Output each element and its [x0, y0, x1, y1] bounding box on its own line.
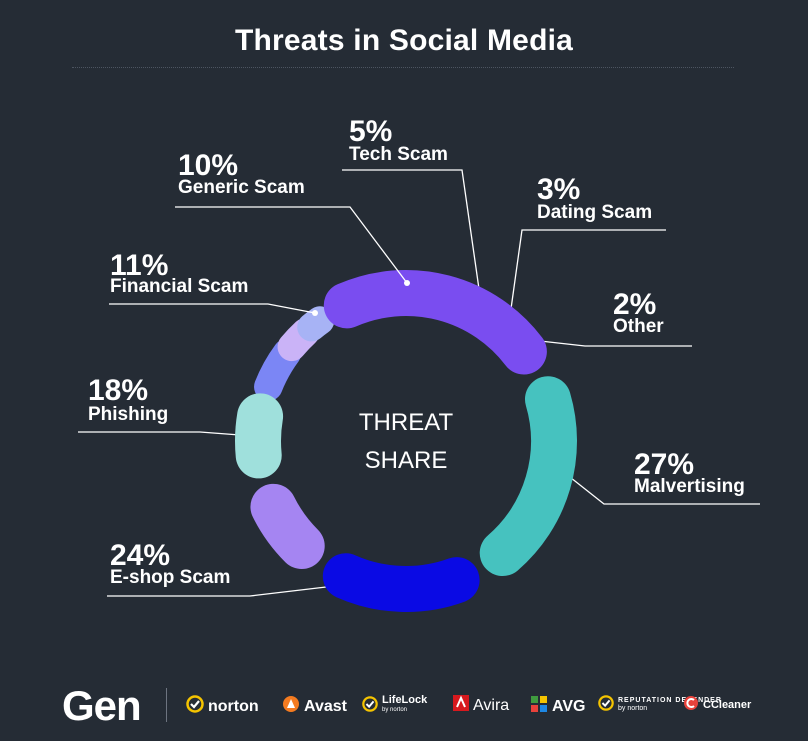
data-label-category: E-shop Scam — [110, 567, 230, 588]
reputation-check-icon — [598, 695, 614, 714]
leader-dot — [404, 280, 410, 286]
center-label-line-1: THREAT — [359, 409, 454, 436]
brand-name: norton — [208, 697, 259, 715]
brand-avast: Avast — [282, 695, 347, 718]
data-label-value: 10% — [178, 149, 238, 182]
leader-line — [175, 206, 408, 284]
slice-phishing — [322, 553, 480, 612]
gen-logo: Gen — [62, 682, 142, 729]
avast-icon — [282, 695, 300, 718]
brand-norton: norton — [186, 695, 259, 718]
brand-reputation-defender: REPUTATION DEFENDER by norton — [598, 695, 722, 714]
center-label-line-2: SHARE — [365, 447, 448, 474]
title-divider — [72, 67, 734, 68]
brand-name: Avira — [473, 696, 510, 714]
data-label-value: 11% — [110, 249, 168, 282]
ccleaner-icon — [683, 695, 699, 714]
data-label-value: 18% — [88, 374, 148, 407]
data-label-value: 24% — [110, 539, 170, 572]
brand-sub: by norton — [382, 707, 408, 713]
leader-line — [560, 469, 760, 505]
avira-icon — [453, 695, 469, 716]
slice-generic-scam — [235, 393, 284, 479]
lifelock-check-icon — [362, 695, 378, 715]
data-label-category: Malvertising — [634, 476, 745, 497]
footer-divider — [166, 688, 167, 722]
norton-check-icon — [186, 695, 204, 718]
avg-icon — [530, 695, 548, 718]
brand-name: AVG — [552, 697, 586, 715]
donut-chart: THREAT SHARE 5%Tech Scam 3%Dating Scam 2%O… — [78, 115, 760, 612]
data-label-value: 3% — [537, 173, 580, 206]
leader-dot — [312, 310, 318, 316]
data-label-category: Other — [613, 316, 664, 337]
data-label-category: Financial Scam — [110, 276, 248, 297]
slice-malvertising — [323, 270, 547, 375]
brand-ccleaner: CCleaner — [683, 695, 751, 714]
brand-lifelock: LifeLock by norton — [362, 695, 427, 715]
leader-line — [107, 582, 361, 597]
leader-line — [509, 229, 666, 317]
brand-name: CCleaner — [703, 698, 752, 711]
slice-financial-scam — [250, 483, 325, 570]
brand-avg: AVG — [530, 695, 585, 718]
brand-avira: Avira — [453, 695, 509, 716]
brand-name: Avast — [304, 697, 347, 715]
data-label-category: Tech Scam — [349, 144, 448, 165]
brand-sub: by norton — [618, 704, 648, 712]
slice-other — [297, 306, 335, 342]
brand-name: REPUTATION DEFENDER — [618, 696, 722, 704]
data-label-value: 2% — [613, 288, 656, 321]
brand-name: LifeLock — [382, 694, 428, 706]
data-label-category: Phishing — [88, 404, 168, 425]
data-label-value: 27% — [634, 448, 694, 481]
leader-line — [78, 431, 254, 437]
data-label-value: 5% — [349, 115, 392, 148]
chart-title: Threats in Social Media — [234, 24, 574, 57]
leader-line — [530, 339, 692, 347]
data-label-category: Dating Scam — [537, 202, 652, 223]
slice-e-shop-scam — [479, 376, 577, 577]
leader-line — [342, 169, 481, 297]
leader-line — [109, 303, 316, 314]
data-label-category: Generic Scam — [178, 177, 305, 198]
